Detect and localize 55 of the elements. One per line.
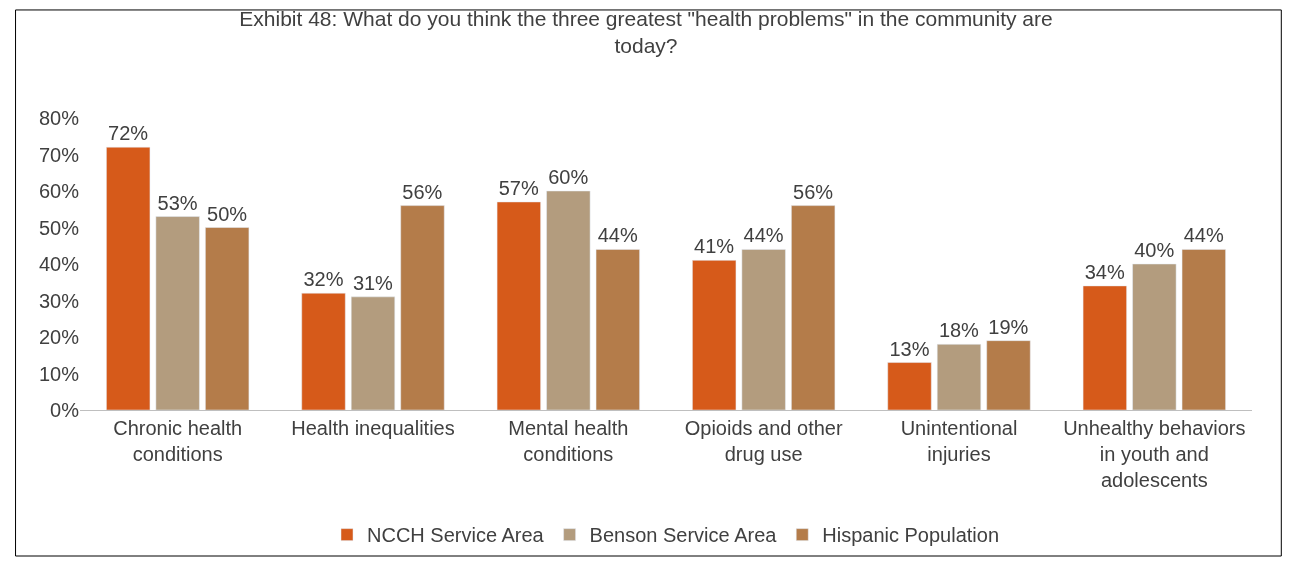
bar	[400, 205, 445, 410]
bar	[986, 340, 1031, 410]
data-label: 44%	[743, 224, 784, 247]
data-label: 50%	[207, 202, 248, 225]
data-label: 18%	[938, 319, 980, 342]
bar	[301, 292, 346, 410]
bar	[106, 146, 151, 410]
bar	[205, 227, 250, 410]
data-label: 32%	[303, 268, 344, 291]
bar	[1181, 249, 1226, 410]
data-label: 72%	[108, 122, 149, 145]
data-label: 44%	[597, 224, 638, 247]
y-tick-label: 10%	[38, 362, 80, 385]
y-tick-label: 80%	[38, 107, 80, 129]
bar	[155, 216, 200, 410]
bar	[496, 201, 541, 410]
data-label: 56%	[793, 180, 834, 203]
x-tick-label: Unintentional injuries	[900, 417, 1018, 465]
data-label: 53%	[157, 191, 198, 214]
y-tick-label: 70%	[38, 143, 80, 166]
y-tick-label: 20%	[38, 326, 80, 348]
x-tick-label: Unhealthy behaviors in youth and adolescents	[1063, 417, 1246, 491]
data-label: 40%	[1134, 239, 1175, 261]
y-tick-label: 40%	[38, 253, 80, 275]
bar	[1132, 263, 1177, 410]
legend-label: Benson Service Area	[589, 524, 778, 547]
y-tick-label: 0%	[50, 399, 80, 421]
data-label: 44%	[1183, 224, 1224, 247]
bar	[1082, 285, 1127, 410]
bar	[350, 296, 396, 410]
legend-label: Hispanic Population	[822, 524, 1000, 547]
chart-title: Exhibit 48: What do you think the three greatest "health problems" in the community are today?	[239, 7, 1053, 58]
bar	[887, 362, 932, 410]
bar	[936, 344, 982, 410]
x-tick-label: Chronic health conditions	[113, 417, 243, 465]
data-label: 60%	[548, 166, 589, 188]
data-label: 57%	[498, 176, 539, 199]
legend-label: NCCH Service Area	[367, 524, 545, 547]
x-tick-label: Health inequalities	[291, 417, 455, 439]
data-label: 31%	[352, 271, 394, 294]
x-tick-label: Opioids and other drug use	[684, 417, 843, 465]
bar	[546, 190, 591, 410]
data-label: 34%	[1084, 260, 1125, 283]
data-label: 13%	[889, 337, 930, 360]
data-label: 41%	[694, 235, 735, 258]
data-label: 19%	[988, 315, 1029, 338]
y-tick-label: 30%	[38, 289, 80, 312]
bar	[791, 205, 836, 410]
data-label: 56%	[402, 180, 443, 203]
bar	[741, 249, 786, 410]
bar	[692, 260, 737, 410]
y-tick-label: 60%	[38, 180, 80, 202]
bar	[595, 249, 640, 410]
y-tick-label: 50%	[38, 216, 80, 239]
x-tick-label: Mental health conditions	[508, 417, 629, 465]
